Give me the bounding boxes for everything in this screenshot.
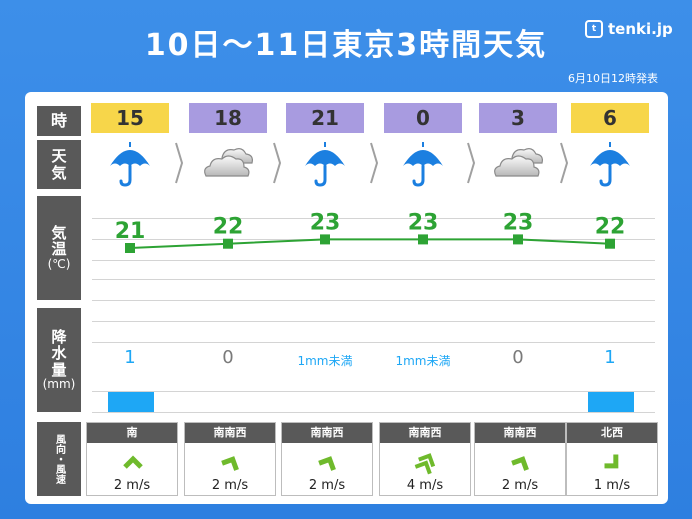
row-label-weather-char: 天 (51, 147, 67, 165)
hour-tab: 21 (286, 103, 364, 133)
wind-direction: 南南西 (282, 423, 372, 443)
row-label-temp-char: 温 (51, 240, 67, 259)
precip-value: 1 (604, 347, 616, 368)
temperature-point (418, 234, 428, 245)
precip-value: 0 (512, 347, 524, 368)
tenki-logo: t tenki.jp (585, 20, 673, 38)
wind-speed: 2 m/s (308, 478, 346, 493)
wind-box: 北西 1 m/s (566, 422, 658, 496)
rain-umbrella-icon (393, 140, 453, 188)
precip-value: 1 (124, 347, 136, 368)
chevron-right-icon (559, 141, 569, 185)
row-label-wind-text: 風向・風速 (53, 434, 65, 484)
wind-speed: 2 m/s (501, 478, 539, 493)
wind-direction: 南南西 (185, 423, 275, 443)
chevron-right-icon (174, 141, 184, 185)
wind-box: 南南西 2 m/s (474, 422, 566, 496)
wind-direction: 南南西 (475, 423, 565, 443)
tenki-logo-mark: t (585, 20, 603, 38)
hour-tab: 15 (91, 103, 169, 133)
chevron-right-icon (272, 141, 282, 185)
temperature-point (125, 243, 135, 253)
grid-line (92, 321, 655, 322)
wind-box: 南 2 m/s (86, 422, 178, 496)
precip-value: 1mm未満 (395, 354, 451, 368)
grid-line (92, 412, 655, 413)
row-label-time-text: 時 (50, 111, 67, 131)
row-label-time: 時 (37, 106, 81, 136)
precip-value: 0 (222, 347, 234, 368)
grid-line (92, 218, 655, 219)
wind-box: 南南西 2 m/s (184, 422, 276, 496)
hour-tab: 6 (571, 103, 649, 133)
temperature-label: 23 (408, 210, 439, 235)
grid-line (92, 342, 655, 343)
row-label-precip-char: 量 (51, 360, 67, 379)
grid-line (92, 391, 655, 392)
row-label-temp: 気 温 (℃) (37, 196, 81, 300)
rain-umbrella-icon (580, 140, 640, 188)
issued-time: 6月10日12時発表 (568, 72, 658, 85)
temperature-label: 22 (595, 215, 626, 240)
chevron-right-icon (466, 141, 476, 185)
temperature-point (513, 234, 523, 245)
temperature-label: 23 (310, 210, 341, 235)
wind-direction: 南南西 (380, 423, 470, 443)
grid-line (92, 279, 655, 280)
precip-bar (108, 392, 154, 412)
grid-line (92, 300, 655, 301)
row-label-precip-unit: (mm) (42, 377, 76, 392)
rain-umbrella-icon (100, 140, 160, 188)
wind-box: 南南西 4 m/s (379, 422, 471, 496)
page-title: 10日～11日東京3時間天気 (144, 28, 548, 63)
temperature-point (223, 238, 233, 249)
temperature-line (129, 238, 611, 249)
cloud-icon (198, 140, 258, 188)
row-label-precip: 降 水 量 (mm) (37, 308, 81, 412)
row-label-precip-char: 降 (51, 327, 67, 346)
tenki-logo-text: tenki.jp (608, 20, 673, 38)
wind-speed: 4 m/s (406, 478, 444, 493)
hour-tab: 0 (384, 103, 462, 133)
row-label-wind: 風向・風速 (37, 422, 81, 496)
chevron-right-icon (369, 141, 379, 185)
wind-direction: 北西 (567, 423, 657, 443)
cloud-icon (488, 140, 548, 188)
temperature-label: 23 (503, 210, 534, 235)
temperature-point (605, 238, 615, 249)
hour-tab: 18 (189, 103, 267, 133)
hour-tab: 3 (479, 103, 557, 133)
row-label-weather-char: 気 (51, 163, 67, 182)
wind-direction: 南 (87, 423, 177, 443)
wind-arrow-icon (414, 451, 438, 475)
temperature-label: 21 (115, 219, 146, 244)
wind-arrow-icon (316, 451, 340, 475)
row-label-temp-char: 気 (51, 223, 67, 242)
row-label-weather: 天 気 (37, 140, 81, 189)
wind-box: 南南西 2 m/s (281, 422, 373, 496)
row-label-precip-char: 水 (51, 344, 67, 363)
temperature-label: 22 (213, 215, 244, 240)
wind-speed: 1 m/s (593, 478, 631, 493)
wind-speed: 2 m/s (211, 478, 249, 493)
grid-line (92, 260, 655, 261)
wind-arrow-icon (121, 451, 145, 475)
row-label-temp-unit: (℃) (47, 256, 71, 271)
rain-umbrella-icon (295, 140, 355, 188)
precip-bar (588, 392, 634, 412)
wind-arrow-icon (219, 451, 243, 475)
wind-arrow-icon (509, 451, 533, 475)
wind-speed: 2 m/s (113, 478, 151, 493)
temperature-point (320, 234, 330, 245)
wind-arrow-icon (601, 451, 625, 475)
precip-value: 1mm未満 (297, 354, 353, 368)
